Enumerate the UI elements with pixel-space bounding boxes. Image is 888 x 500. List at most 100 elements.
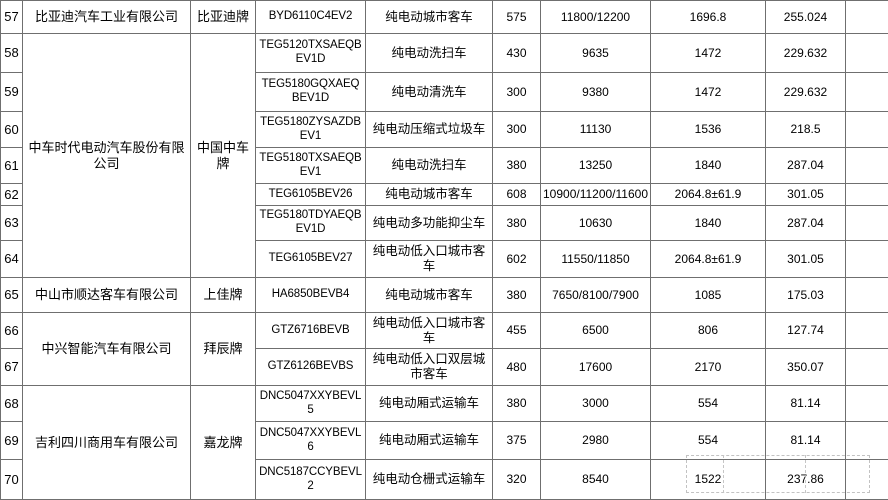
load-mass-cell: 2064.8±61.9	[651, 184, 766, 206]
vehicle-model-cell: TEG6105BEV26	[256, 184, 366, 206]
extra-cell	[846, 148, 888, 184]
battery-capacity-cell: 10900/11200/11600	[541, 184, 651, 206]
vehicle-type-cell: 纯电动厢式运输车	[366, 386, 493, 422]
vehicle-type-cell: 纯电动压缩式垃圾车	[366, 112, 493, 148]
vehicle-type-cell: 纯电动城市客车	[366, 1, 493, 34]
brand-name-cell: 比亚迪牌	[191, 1, 256, 34]
subsidy-amount-cell: 229.632	[766, 34, 846, 73]
battery-capacity-cell: 13250	[541, 148, 651, 184]
subsidy-amount-cell: 127.74	[766, 313, 846, 349]
subsidy-amount-cell: 81.14	[766, 422, 846, 460]
subsidy-amount-cell: 218.5	[766, 112, 846, 148]
extra-cell	[846, 313, 888, 349]
load-mass-cell: 1536	[651, 112, 766, 148]
brand-name-cell: 嘉龙牌	[191, 386, 256, 500]
extra-cell	[846, 34, 888, 73]
power-cell: 480	[493, 349, 541, 386]
extra-cell	[846, 386, 888, 422]
subsidy-amount-cell: 175.03	[766, 278, 846, 313]
load-mass-cell: 1085	[651, 278, 766, 313]
row-index-cell: 59	[1, 73, 23, 112]
row-index-cell: 60	[1, 112, 23, 148]
row-index-cell: 64	[1, 241, 23, 278]
battery-capacity-cell: 11130	[541, 112, 651, 148]
extra-cell	[846, 206, 888, 241]
subsidy-amount-cell: 255.024	[766, 1, 846, 34]
power-cell: 300	[493, 112, 541, 148]
row-index-cell: 58	[1, 34, 23, 73]
power-cell: 375	[493, 422, 541, 460]
company-name-cell: 吉利四川商用车有限公司	[23, 386, 191, 500]
battery-capacity-cell: 3000	[541, 386, 651, 422]
row-index-cell: 63	[1, 206, 23, 241]
vehicle-model-cell: TEG5180GQXAEQBEV1D	[256, 73, 366, 112]
subsidy-amount-cell: 287.04	[766, 148, 846, 184]
vehicle-model-cell: TEG5180TXSAEQBEV1	[256, 148, 366, 184]
vehicle-type-cell: 纯电动城市客车	[366, 278, 493, 313]
battery-capacity-cell: 10630	[541, 206, 651, 241]
subsidy-amount-cell: 237.86	[766, 460, 846, 500]
subsidy-amount-cell: 229.632	[766, 73, 846, 112]
vehicle-model-cell: DNC5047XXYBEVL6	[256, 422, 366, 460]
power-cell: 455	[493, 313, 541, 349]
brand-name-cell: 上佳牌	[191, 278, 256, 313]
subsidy-amount-cell: 301.05	[766, 241, 846, 278]
extra-cell	[846, 460, 888, 500]
battery-capacity-cell: 9635	[541, 34, 651, 73]
row-index-cell: 62	[1, 184, 23, 206]
row-index-cell: 66	[1, 313, 23, 349]
vehicle-type-cell: 纯电动厢式运输车	[366, 422, 493, 460]
load-mass-cell: 1472	[651, 34, 766, 73]
vehicle-type-cell: 纯电动洗扫车	[366, 148, 493, 184]
battery-capacity-cell: 11800/12200	[541, 1, 651, 34]
battery-capacity-cell: 2980	[541, 422, 651, 460]
vehicle-type-cell: 纯电动低入口城市客车	[366, 241, 493, 278]
vehicle-type-cell: 纯电动多功能抑尘车	[366, 206, 493, 241]
vehicle-model-cell: GTZ6716BEVB	[256, 313, 366, 349]
power-cell: 300	[493, 73, 541, 112]
battery-capacity-cell: 8540	[541, 460, 651, 500]
load-mass-cell: 2064.8±61.9	[651, 241, 766, 278]
power-cell: 380	[493, 148, 541, 184]
vehicle-model-cell: GTZ6126BEVBS	[256, 349, 366, 386]
subsidy-amount-cell: 287.04	[766, 206, 846, 241]
vehicle-model-cell: TEG5120TXSAEQBEV1D	[256, 34, 366, 73]
extra-cell	[846, 278, 888, 313]
vehicle-type-cell: 纯电动仓栅式运输车	[366, 460, 493, 500]
company-name-cell: 比亚迪汽车工业有限公司	[23, 1, 191, 34]
battery-capacity-cell: 11550/11850	[541, 241, 651, 278]
row-index-cell: 67	[1, 349, 23, 386]
row-index-cell: 69	[1, 422, 23, 460]
power-cell: 608	[493, 184, 541, 206]
power-cell: 380	[493, 386, 541, 422]
power-cell: 575	[493, 1, 541, 34]
power-cell: 602	[493, 241, 541, 278]
load-mass-cell: 554	[651, 386, 766, 422]
extra-cell	[846, 422, 888, 460]
load-mass-cell: 1696.8	[651, 1, 766, 34]
vehicle-type-cell: 纯电动清洗车	[366, 73, 493, 112]
extra-cell	[846, 1, 888, 34]
vehicle-type-cell: 纯电动低入口双层城市客车	[366, 349, 493, 386]
vehicle-model-cell: BYD6110C4EV2	[256, 1, 366, 34]
subsidy-amount-cell: 81.14	[766, 386, 846, 422]
row-index-cell: 65	[1, 278, 23, 313]
vehicle-model-cell: DNC5187CCYBEVL2	[256, 460, 366, 500]
row-index-cell: 70	[1, 460, 23, 500]
extra-cell	[846, 184, 888, 206]
row-index-cell: 68	[1, 386, 23, 422]
vehicle-model-cell: TEG6105BEV27	[256, 241, 366, 278]
company-name-cell: 中山市顺达客车有限公司	[23, 278, 191, 313]
power-cell: 380	[493, 278, 541, 313]
extra-cell	[846, 241, 888, 278]
vehicle-model-cell: HA6850BEVB4	[256, 278, 366, 313]
load-mass-cell: 1522	[651, 460, 766, 500]
vehicle-type-cell: 纯电动低入口城市客车	[366, 313, 493, 349]
power-cell: 430	[493, 34, 541, 73]
